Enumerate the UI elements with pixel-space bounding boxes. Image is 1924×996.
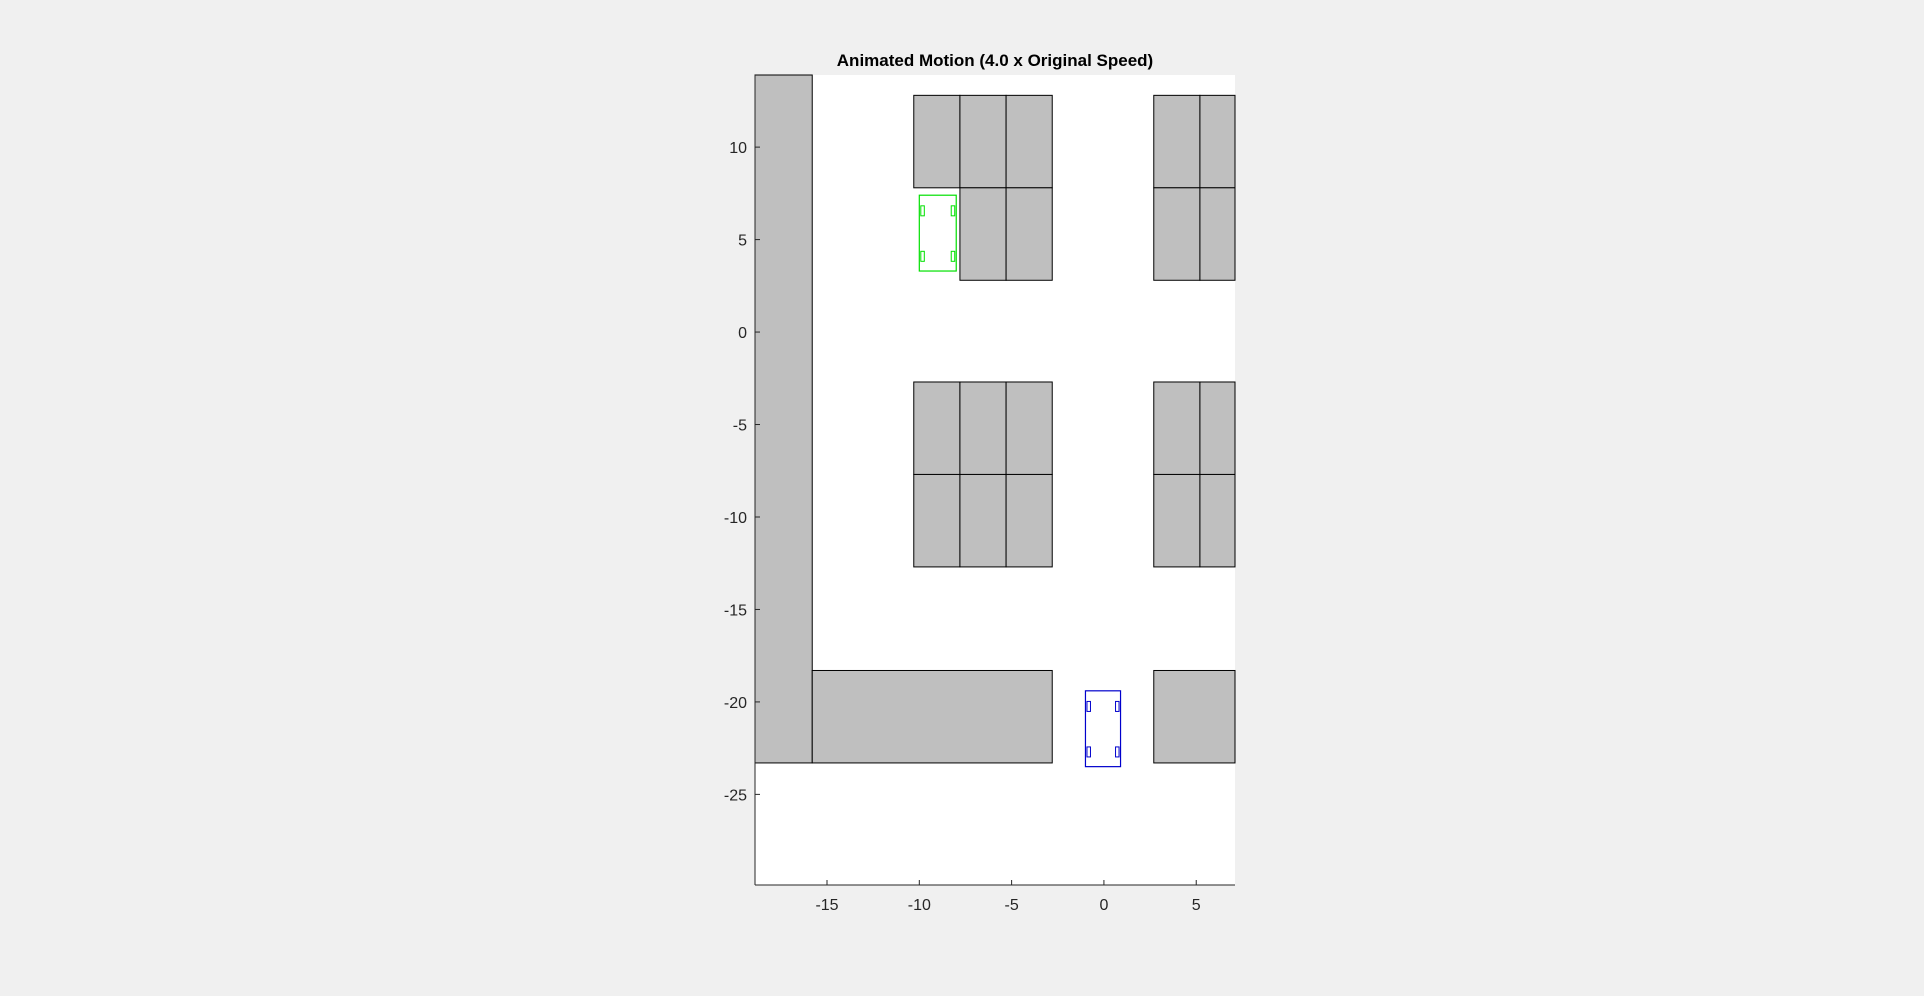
obstacle-18 [1153,381,1201,475]
vehicle-1-wheel-3 [1115,746,1120,758]
y-tick-label: 5 [738,233,747,250]
x-tick-label: 5 [1192,897,1201,914]
obstacle-15 [913,473,961,568]
obstacle-13 [959,381,1007,475]
obstacle-1 [811,669,1053,764]
obstacle-4 [959,94,1007,189]
vehicle-0-wheel-3 [950,250,956,262]
obstacle-2 [1153,669,1236,764]
chart-title: Animated Motion (4.0 x Original Speed) [837,51,1153,70]
x-tick-label: -15 [815,897,838,914]
obstacle-19 [1199,381,1236,475]
obstacle-10 [1153,187,1201,281]
obstacle-7 [1005,187,1053,281]
vehicle-1-wheel-0 [1086,700,1091,712]
y-tick-label: 0 [738,325,747,342]
y-tick-group: 10 5 0 -5 -10 -15 -20 -25 [724,140,760,804]
obstacle-20 [1153,473,1201,568]
y-tick-label: -20 [724,695,747,712]
vehicle-0 [918,194,957,272]
obstacle-9 [1199,94,1236,189]
x-tick-label: -5 [1004,897,1018,914]
vehicle-layer [918,194,1122,768]
obstacle-17 [1005,473,1053,568]
x-tick-group: -15 -10 -5 0 5 [815,880,1201,914]
obstacle-16 [959,473,1007,568]
obstacle-12 [913,381,961,475]
x-tick-label: 0 [1099,897,1108,914]
y-tick-label: -5 [733,418,747,435]
obstacle-21 [1199,473,1236,568]
obstacle-8 [1153,94,1201,189]
axes-lines [754,75,1235,886]
obstacle-11 [1199,187,1236,281]
obstacle-0 [754,74,813,764]
vehicle-0-wheel-0 [920,205,925,217]
y-tick-label: -15 [724,602,747,619]
obstacle-14 [1005,381,1053,475]
y-tick-label: 10 [729,140,747,157]
y-tick-label: -25 [724,787,747,804]
x-tick-label: -10 [908,897,931,914]
vehicle-1-body [1084,690,1122,768]
vehicle-0-wheel-2 [920,250,925,262]
vehicle-1 [1084,690,1122,768]
obstacle-layer [754,74,1236,764]
obstacle-3 [913,94,961,189]
vehicle-0-wheel-1 [950,205,956,217]
vehicle-1-wheel-1 [1115,700,1120,712]
vehicle-0-body [918,194,957,272]
vehicle-1-wheel-2 [1086,746,1091,758]
obstacle-5 [1005,94,1053,189]
obstacle-6 [959,187,1007,281]
y-tick-label: -10 [724,510,747,527]
